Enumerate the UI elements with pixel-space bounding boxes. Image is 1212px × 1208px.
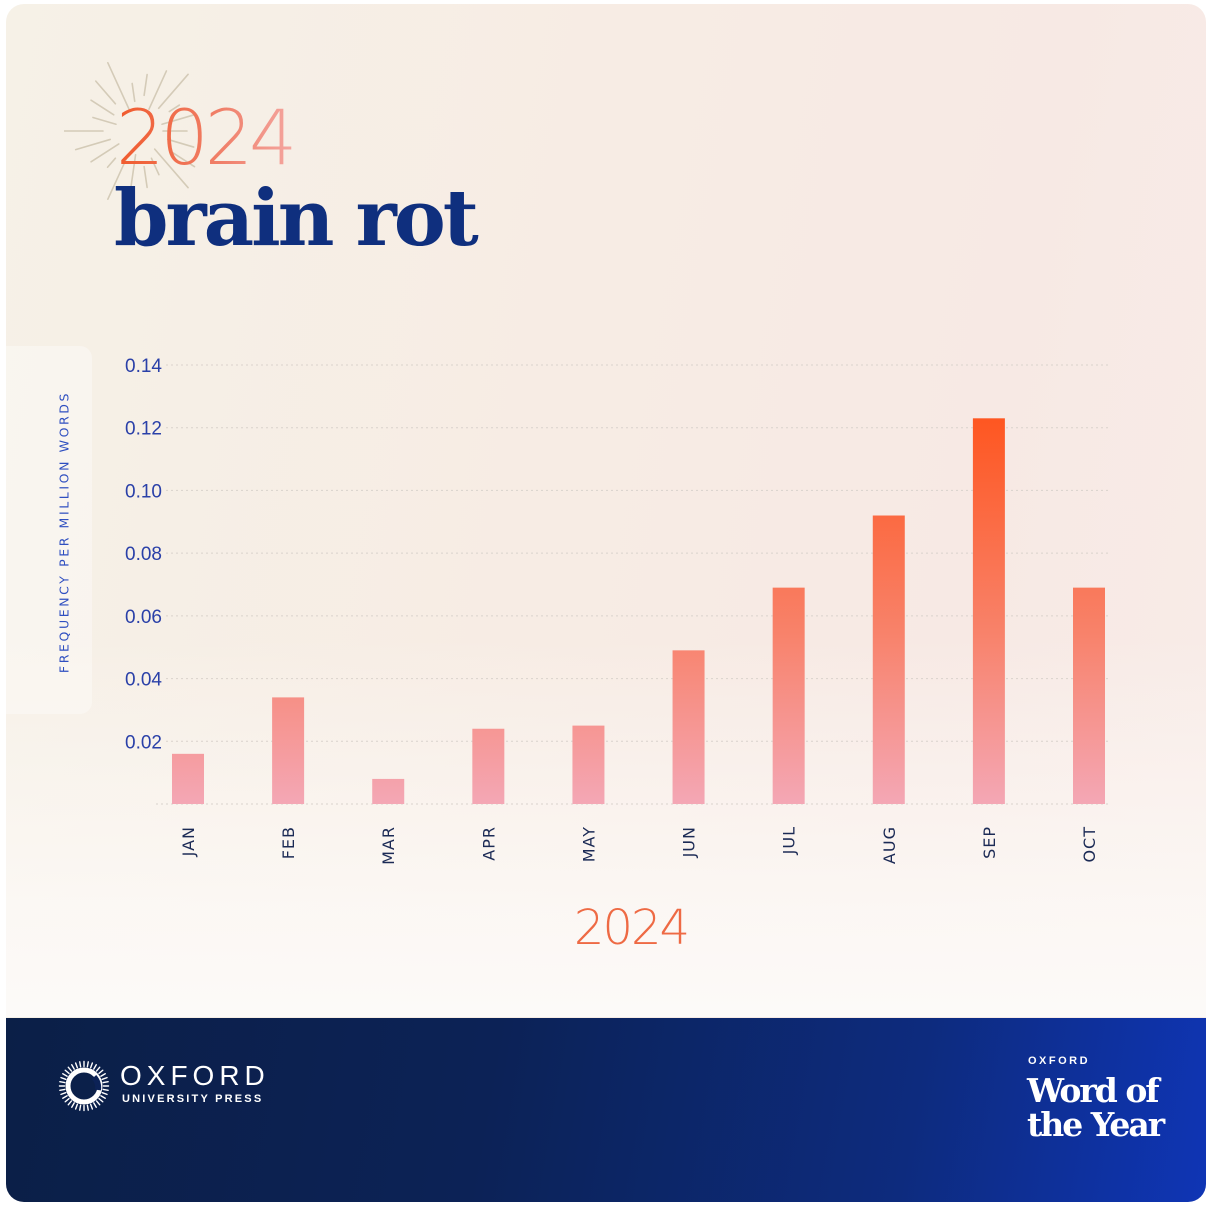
sparkle-ray xyxy=(143,73,148,97)
y-axis-label-panel xyxy=(6,346,92,714)
infographic-card: 2024 brain rot FREQUENCY PER MILLION WOR… xyxy=(6,4,1206,1202)
logo-tick xyxy=(60,1076,67,1081)
sparkle-ray xyxy=(131,82,136,103)
award-title-line2: the Year xyxy=(1027,1105,1165,1144)
bar-jan xyxy=(172,753,204,804)
x-tick-label: APR xyxy=(479,826,498,861)
y-tick-label: 0.12 xyxy=(125,419,162,440)
header-year: 2024 xyxy=(116,93,297,182)
sparkle-ray xyxy=(153,148,189,189)
x-tick-label: MAY xyxy=(579,826,598,862)
logo-tick xyxy=(74,1062,79,1069)
x-tick-label: AUG xyxy=(880,826,899,864)
logo-tick xyxy=(89,1103,94,1110)
logo-tick xyxy=(67,1066,73,1072)
y-tick-label: 0.10 xyxy=(125,481,162,502)
sparkle-ray xyxy=(150,157,160,176)
sparkle-ray xyxy=(90,99,115,116)
bar-feb xyxy=(272,697,305,804)
sparkle-ray xyxy=(148,70,168,110)
footer-bar: OXFORD UNIVERSITY PRESS OXFORD Word of t… xyxy=(6,1018,1206,1202)
logo-tick xyxy=(60,1091,67,1096)
bar-chart: 0.02 0.04 0.06 0.08 0.10 0.12 0.14 JAN FEB MAR AP… xyxy=(125,356,1111,865)
sparkle-ray xyxy=(168,104,181,113)
logo-tick xyxy=(89,1062,94,1069)
logo-tick xyxy=(59,1081,66,1084)
x-tick-label: JUL xyxy=(780,826,799,855)
x-tick-label: MAR xyxy=(379,826,398,865)
sparkle-ray xyxy=(107,61,130,110)
logo-tick xyxy=(79,1104,82,1111)
bar-mar xyxy=(372,778,405,804)
logo-tick xyxy=(86,1104,89,1111)
bar-apr xyxy=(472,728,505,804)
x-tick-label: FEB xyxy=(279,826,298,859)
logo-tick xyxy=(62,1095,68,1099)
logo-tick xyxy=(101,1091,108,1096)
x-tick-label: OCT xyxy=(1080,826,1099,863)
logo-tick xyxy=(64,1069,70,1075)
logo-tick xyxy=(100,1095,106,1099)
award-title-line1: Word of xyxy=(1027,1071,1160,1110)
logo-tick xyxy=(98,1069,104,1075)
logo-tick xyxy=(93,1102,97,1108)
logo-tick xyxy=(102,1088,109,1091)
sparkle-ray xyxy=(128,153,137,198)
logo-tick xyxy=(59,1088,66,1091)
sparkle-ray xyxy=(94,80,117,105)
sparkle-ray xyxy=(90,143,120,163)
oxford-ring-logo-icon xyxy=(58,1060,110,1112)
sparkle-ray xyxy=(157,73,189,110)
logo-tick xyxy=(98,1097,104,1103)
bar-jun xyxy=(672,650,705,804)
logo-tick xyxy=(71,1064,75,1070)
y-tick-label: 0.04 xyxy=(125,670,162,691)
logo-tick xyxy=(95,1066,101,1072)
sparkle-ray xyxy=(74,138,112,151)
sparkle-ray xyxy=(143,165,148,189)
x-tick-label: JAN xyxy=(179,826,198,857)
logo-tick xyxy=(71,1102,75,1108)
award-brand: OXFORD xyxy=(1028,1055,1091,1067)
publisher-name: OXFORD xyxy=(120,1060,270,1091)
x-axis-label: 2024 xyxy=(573,900,690,956)
logo-tick xyxy=(100,1073,106,1077)
sparkle-ray xyxy=(166,138,195,148)
sparkle-ray xyxy=(106,157,117,169)
y-tick-label: 0.14 xyxy=(125,356,162,377)
sparkle-ray xyxy=(168,149,196,168)
sparkle-ray xyxy=(107,157,128,201)
sparkle-ray xyxy=(161,114,195,126)
logo-tick xyxy=(95,1100,101,1106)
y-tick-label: 0.06 xyxy=(125,607,162,628)
bar-oct xyxy=(1073,587,1105,804)
word-of-the-year-title: brain rot xyxy=(114,173,479,264)
publisher-subtitle: UNIVERSITY PRESS xyxy=(122,1093,264,1105)
bar-may xyxy=(572,725,605,804)
logo-tick xyxy=(93,1064,97,1070)
y-tick-label: 0.08 xyxy=(125,544,162,565)
bar-aug xyxy=(872,515,905,804)
logo-tick xyxy=(79,1061,82,1068)
logo-tick xyxy=(102,1081,109,1084)
bar-sep xyxy=(972,418,1005,804)
logo-tick xyxy=(64,1097,70,1103)
y-tick-label: 0.02 xyxy=(125,732,162,753)
bar-jul xyxy=(772,587,805,804)
sparkle-ray xyxy=(92,116,117,126)
logo-tick xyxy=(67,1100,73,1106)
logo-tick xyxy=(86,1061,89,1068)
x-tick-label: SEP xyxy=(980,826,999,859)
logo-tick xyxy=(74,1103,79,1110)
x-tick-label: JUN xyxy=(680,826,699,858)
logo-tick xyxy=(101,1076,108,1081)
sparkle-burst-icon xyxy=(64,61,196,201)
logo-tick xyxy=(62,1073,68,1077)
